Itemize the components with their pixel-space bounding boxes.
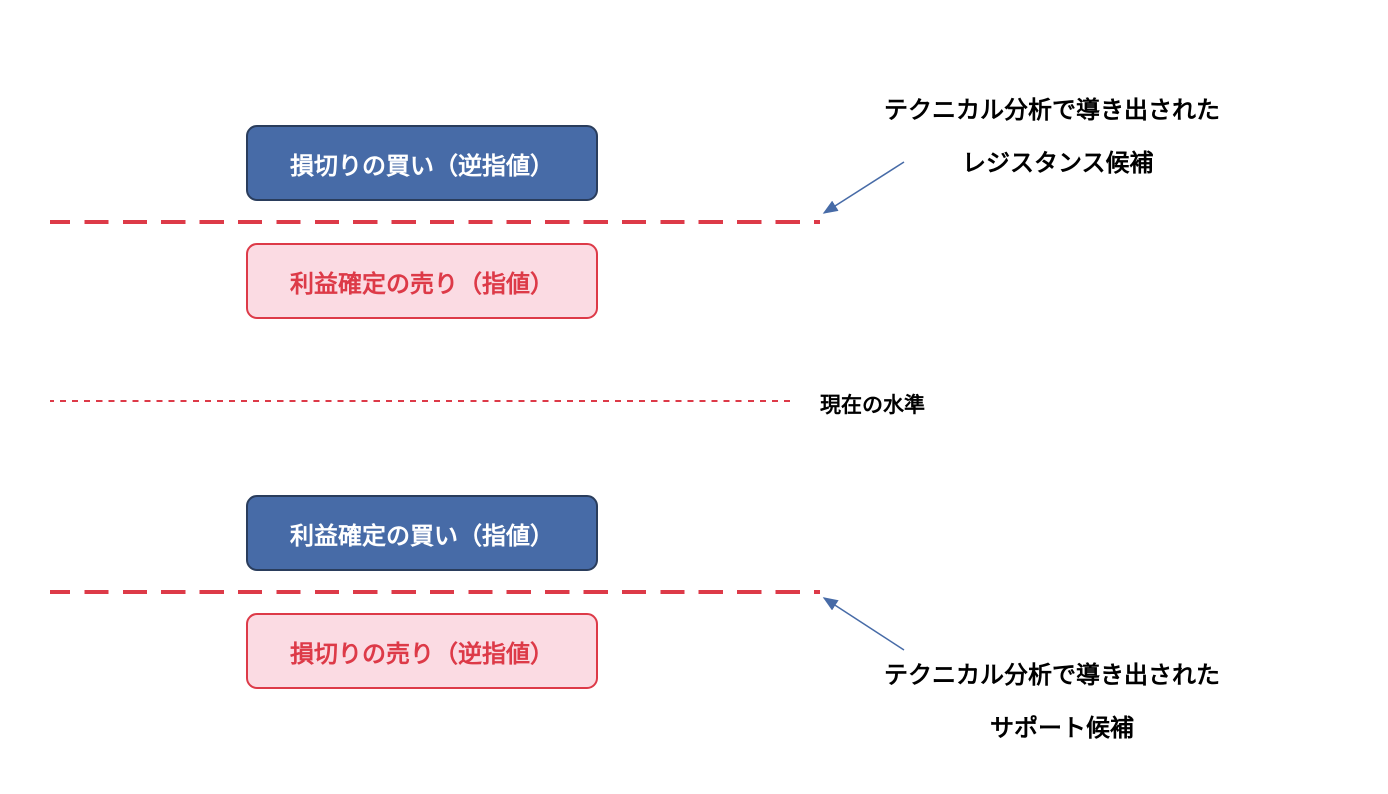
resistance-label-2: レジスタンス候補 [962, 143, 1154, 178]
support-label-2: サポート候補 [990, 708, 1134, 743]
profit-buy-label: 利益確定の買い（指値） [290, 516, 554, 551]
resistance-label-1: テクニカル分析で導き出された [884, 90, 1220, 125]
stop-loss-sell-label: 損切りの売り（逆指値） [290, 634, 554, 669]
profit-sell-label: 利益確定の売り（指値） [290, 264, 554, 299]
support-label-1: テクニカル分析で導き出された [884, 655, 1220, 690]
stop-loss-buy-box: 損切りの買い（逆指値） [246, 125, 598, 201]
profit-buy-box: 利益確定の買い（指値） [246, 495, 598, 571]
resistance-line [50, 220, 820, 224]
stop-loss-buy-label: 損切りの買い（逆指値） [290, 146, 554, 181]
current-level-line [50, 400, 790, 402]
support-line [50, 590, 820, 594]
current-level-label: 現在の水準 [820, 389, 925, 419]
stop-loss-sell-box: 損切りの売り（逆指値） [246, 613, 598, 689]
profit-sell-box: 利益確定の売り（指値） [246, 243, 598, 319]
